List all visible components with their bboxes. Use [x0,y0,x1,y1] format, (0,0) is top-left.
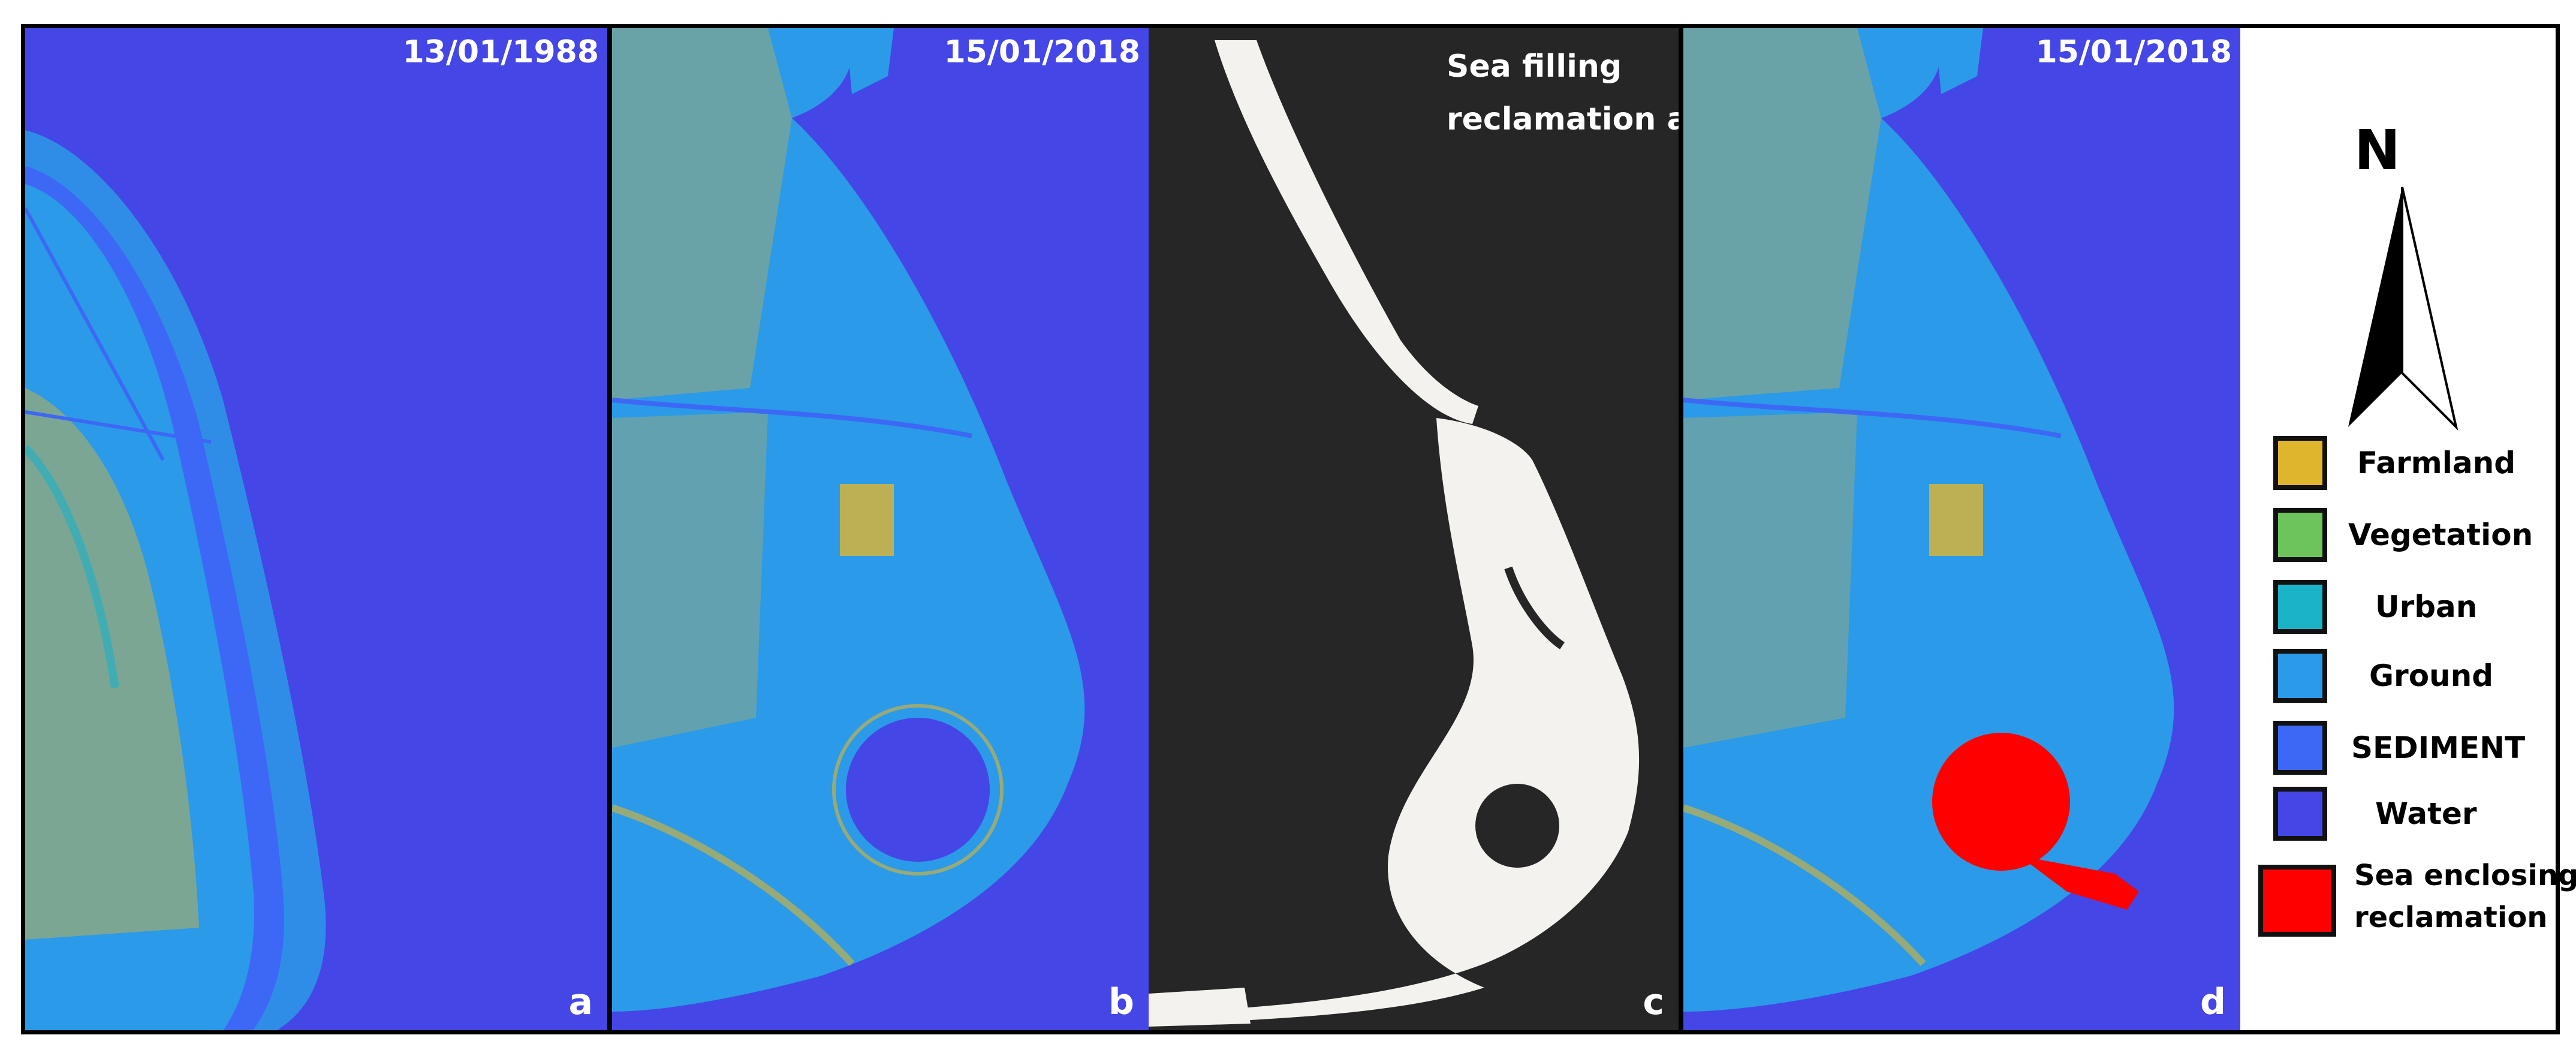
legend-item-vegetation: Vegetation [2240,508,2556,562]
legend-label: Farmland [2357,446,2515,480]
legend-swatch [2273,508,2327,562]
map-figure: 13/01/1988 a 15/01/2018 b [21,24,2576,1034]
legend-swatch [2273,787,2327,841]
panel-d-date: 15/01/2018 [2035,34,2232,70]
legend-item-sediment: SEDIMENT [2240,721,2556,775]
map-panel-c: Sea filling reclamation area c [1149,28,1679,1030]
legend-swatch [2273,649,2327,703]
legend-label: Water [2375,796,2477,831]
legend-item-sea-enclosing-reclamation: Sea enclosing reclamation [2240,859,2576,943]
panel-c-title-line-2: reclamation area [1447,101,1679,137]
legend-label: SEDIMENT [2351,730,2526,765]
panel-a-date: 13/01/1988 [402,34,599,70]
panel-c-title-line-1: Sea filling [1447,49,1622,85]
map-panel-b: 15/01/2018 b [612,28,1149,1030]
legend-item-water: Water [2240,787,2556,841]
legend-swatch [2273,580,2327,634]
panel-c-letter: c [1643,981,1664,1023]
panel-d-letter: d [2200,981,2226,1023]
legend-label: Urban [2375,589,2478,624]
legend-item-urban: Urban [2240,580,2556,634]
north-arrow-icon [2348,186,2459,431]
legend-swatch [2258,865,2336,937]
legend-item-ground: Ground [2240,649,2556,703]
legend-label: Vegetation [2348,518,2533,552]
north-label: N [2354,118,2400,182]
legend-item-farmland: Farmland [2240,436,2556,490]
map-panel-d: 15/01/2018 d [1683,28,2240,1030]
legend-label: Sea enclosing [2354,859,2576,892]
panel-divider [1679,28,1683,1030]
legend-swatch [2273,721,2327,775]
map-c-image [1149,28,1679,1030]
legend-label: reclamation [2354,901,2548,934]
map-b-image [612,28,1149,1030]
legend-label: Ground [2369,658,2494,693]
panel-divider [607,28,612,1030]
panel-a-letter: a [568,981,593,1023]
map-d-image [1683,28,2240,1030]
panel-b-letter: b [1108,981,1134,1023]
legend-panel: N Farmland Vegetation Urban Ground SEDIM… [2240,28,2576,1030]
map-a-image [25,28,607,1030]
map-panel-a: 13/01/1988 a [25,28,607,1030]
legend-swatch [2273,436,2327,490]
panel-b-date: 15/01/2018 [944,34,1140,70]
